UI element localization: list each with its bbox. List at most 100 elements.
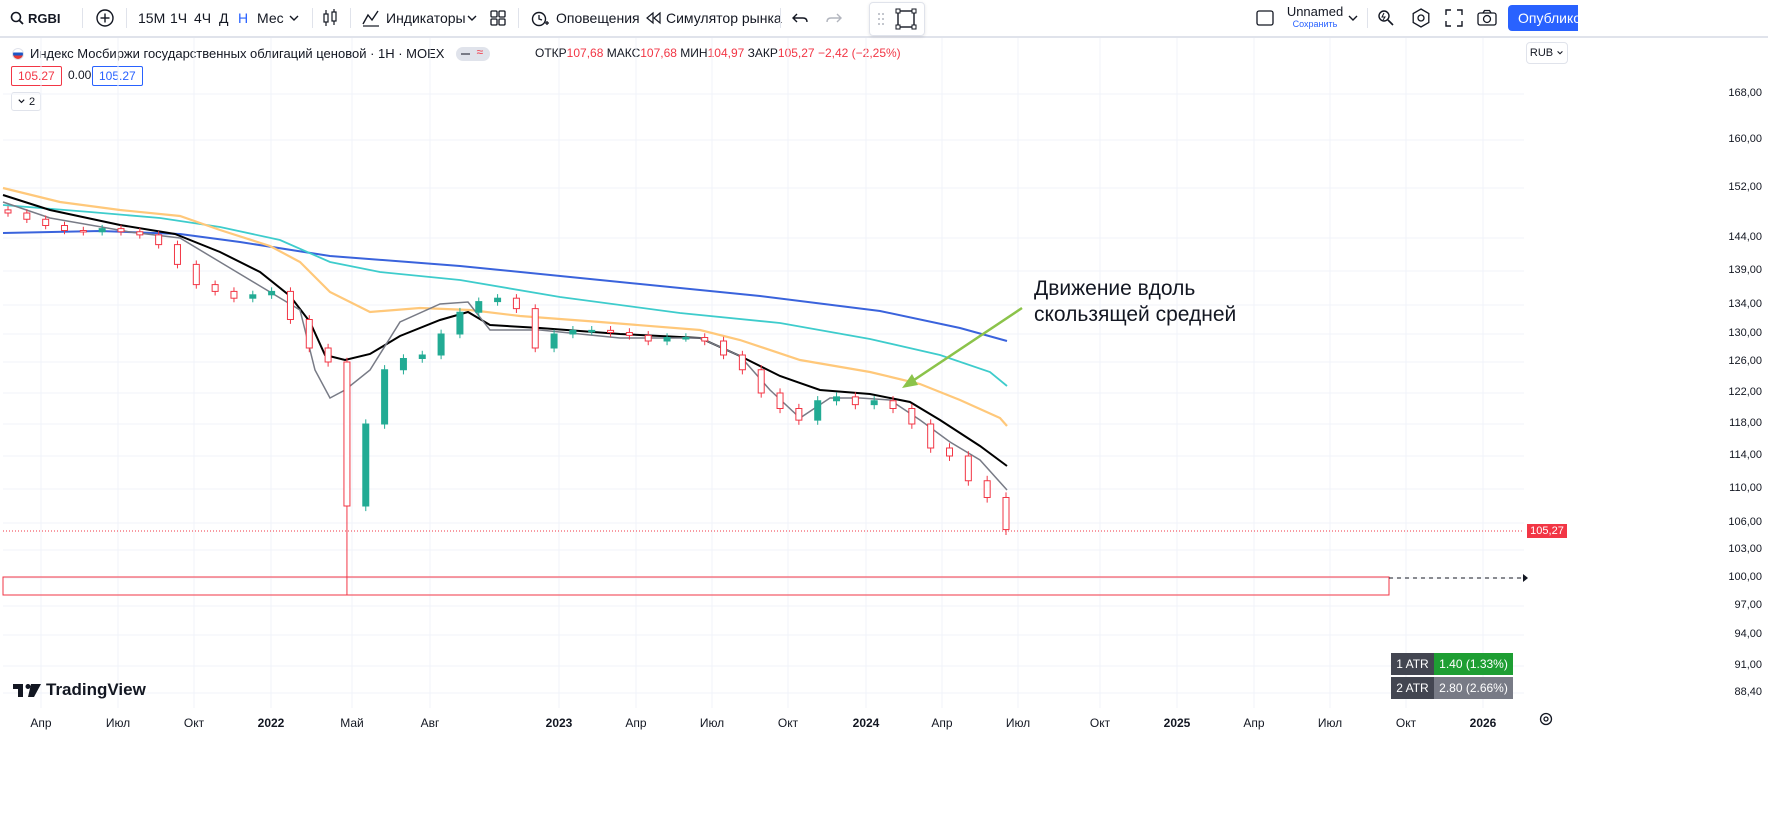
- candles-icon: [323, 9, 337, 26]
- select-box-icon: [895, 8, 917, 30]
- templates-button[interactable]: [489, 0, 507, 36]
- candle-body: [983, 480, 991, 498]
- price-axis-label: 144,00: [1728, 231, 1762, 243]
- quick-search-icon: [1378, 10, 1394, 26]
- save-label: Сохранить: [1292, 19, 1338, 29]
- candle-body: [42, 218, 50, 226]
- interval-month[interactable]: Мес: [257, 10, 284, 26]
- interval-day[interactable]: Д: [219, 10, 229, 26]
- price-axis-label: 88,40: [1734, 686, 1762, 698]
- redo-icon: [826, 13, 842, 23]
- candle-body: [4, 209, 12, 214]
- candle-body: [550, 333, 558, 349]
- chart-type-button[interactable]: [322, 0, 338, 36]
- symbol-legend[interactable]: Индекс Мосбиржи государственных облигаци…: [12, 45, 491, 61]
- price-axis-label: 100,00: [1728, 571, 1762, 583]
- gear-icon: [1539, 712, 1553, 726]
- price-axis-label: 94,00: [1734, 628, 1762, 640]
- replay-button[interactable]: Симулятор рынка: [645, 0, 782, 36]
- separator: [82, 8, 83, 28]
- candle-body: [814, 400, 822, 421]
- candle-body: [569, 329, 577, 335]
- layout-name-button[interactable]: Unnamed Сохранить: [1286, 4, 1344, 29]
- currency-button[interactable]: RUB: [1526, 42, 1568, 64]
- time-axis-label: Май: [340, 716, 364, 730]
- currency-label: RUB: [1529, 47, 1554, 59]
- price-axis-label: 91,00: [1734, 659, 1762, 671]
- interval-week[interactable]: Н: [238, 10, 249, 26]
- time-axis-label: Июл: [105, 716, 131, 730]
- high-label: МАКС: [606, 46, 641, 60]
- layout-checkbox[interactable]: [1256, 0, 1274, 36]
- ma-orange: [2, 186, 1008, 427]
- fullscreen-button[interactable]: [1445, 0, 1463, 36]
- candle-body: [889, 400, 897, 409]
- time-axis-label: Апр: [931, 716, 953, 730]
- time-axis-label: Апр: [1243, 716, 1265, 730]
- indicators-collapse-button[interactable]: 2: [11, 92, 42, 111]
- symbol-search-button[interactable]: RGBI: [10, 0, 61, 36]
- drawing-toolbar-toggle[interactable]: [869, 2, 925, 36]
- time-axis-label: 2026: [1469, 716, 1497, 730]
- interval-1h[interactable]: 1Ч: [170, 10, 188, 26]
- time-axis-label: Апр: [625, 716, 647, 730]
- candle-body: [192, 263, 200, 286]
- visibility-toggle[interactable]: ≈: [456, 45, 491, 61]
- plus-circle-icon: [96, 9, 114, 27]
- publish-button[interactable]: Опубликовать: [1508, 5, 1610, 31]
- time-axis-label: 2025: [1163, 716, 1191, 730]
- indicators-dropdown[interactable]: [466, 0, 478, 36]
- compare-button[interactable]: [95, 0, 115, 36]
- chevron-down-icon: [289, 15, 299, 21]
- flag-icon: [12, 47, 24, 60]
- price-axis-label: 152,00: [1728, 181, 1762, 193]
- bid-price[interactable]: 105.27: [11, 66, 62, 86]
- candle-body: [1002, 497, 1010, 531]
- low-value: 104,97: [707, 46, 745, 60]
- alerts-button[interactable]: Оповещения: [530, 0, 640, 36]
- annotation-line-1: Движение вдоль: [1034, 277, 1196, 300]
- time-axis-label: Авг: [420, 716, 440, 730]
- candle-body: [607, 329, 615, 334]
- separator: [312, 8, 313, 28]
- tradingview-logo[interactable]: TradingView: [13, 680, 146, 700]
- separator: [126, 8, 127, 28]
- alarm-clock-icon: [531, 11, 549, 27]
- chart-annotation[interactable]: Движение вдоль скользящей средней: [1034, 276, 1236, 328]
- intervals-dropdown[interactable]: [288, 0, 300, 36]
- price-axis-label: 160,00: [1728, 133, 1762, 145]
- time-axis-label: Июл: [699, 716, 725, 730]
- atr-1: 1 ATR 1.40 (1.33%): [1391, 653, 1513, 675]
- candle-body: [512, 297, 520, 310]
- layout-dropdown[interactable]: [1347, 0, 1359, 36]
- redo-button[interactable]: [826, 0, 842, 36]
- candle-body: [456, 311, 464, 335]
- interval-15m[interactable]: 15М: [138, 10, 166, 26]
- indicators-button[interactable]: Индикаторы: [362, 0, 466, 36]
- snapshot-button[interactable]: [1477, 0, 1497, 36]
- current-price-label: 105,27: [1527, 524, 1567, 538]
- candle-body: [286, 290, 294, 320]
- quick-search-button[interactable]: [1377, 0, 1395, 36]
- ask-price[interactable]: 105.27: [92, 66, 143, 86]
- separator: [780, 8, 781, 28]
- indicators-count: 2: [29, 95, 36, 108]
- interval-4h[interactable]: 4Ч: [194, 10, 212, 26]
- settings-button[interactable]: [1411, 0, 1431, 36]
- eye-off-icon: [461, 52, 471, 55]
- candle-body: [98, 228, 106, 233]
- undo-button[interactable]: [792, 0, 808, 36]
- time-axis-label: Окт: [777, 716, 799, 730]
- price-axis-label: 118,00: [1729, 417, 1762, 429]
- separator: [1367, 8, 1368, 28]
- rewind-icon: [646, 11, 661, 25]
- candle-body: [908, 408, 916, 425]
- search-icon: [10, 11, 24, 25]
- symbol-label: RGBI: [28, 10, 61, 26]
- symbol-title: Индекс Мосбиржи государственных облигаци…: [30, 46, 445, 61]
- time-axis-settings[interactable]: [1538, 711, 1554, 732]
- candle-body: [268, 290, 276, 296]
- atr-2-label: 2 ATR: [1391, 677, 1434, 699]
- candle-body: [23, 212, 31, 220]
